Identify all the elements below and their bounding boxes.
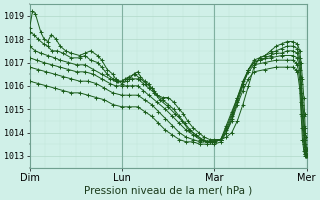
X-axis label: Pression niveau de la mer( hPa ): Pression niveau de la mer( hPa ) bbox=[84, 186, 252, 196]
